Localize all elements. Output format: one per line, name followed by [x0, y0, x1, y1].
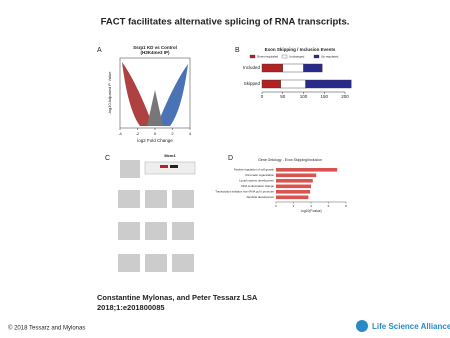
category-label: Dendrite development — [247, 195, 275, 199]
bar-segment — [282, 63, 304, 73]
x-tick-label: 0 — [275, 204, 277, 208]
category-label: DNA conformation change — [241, 184, 274, 188]
x-tick-label: -4 — [118, 131, 122, 136]
bar-segment — [280, 79, 306, 89]
bar — [276, 195, 309, 200]
category-label: Chromatin organization — [245, 173, 274, 177]
legend-label: Up-regulated — [321, 55, 339, 59]
panel-label: D — [228, 155, 233, 162]
category-label: Skipped — [244, 81, 261, 86]
x-tick-label: 50 — [280, 94, 286, 99]
gel-images — [118, 160, 196, 272]
x-tick-label: 0 — [154, 131, 157, 136]
volcano-unchanged — [147, 90, 163, 126]
bar — [276, 173, 317, 178]
panel-label: C — [105, 155, 110, 162]
logo: Life Science Alliance — [372, 322, 450, 331]
bar — [276, 184, 311, 189]
caption: 2018;1:e201800085 — [97, 303, 165, 312]
x-axis-label: log2 Fold Change — [137, 138, 173, 143]
bar-segment — [261, 63, 283, 73]
x-tick-label: 4 — [310, 204, 312, 208]
legend-label: Down-regulated — [257, 55, 279, 59]
bar-segment — [303, 63, 323, 73]
panel-title: Mcm1 — [164, 153, 176, 158]
bar-segment — [261, 79, 281, 89]
y-axis-label: -log10 Adjusted P. Value — [107, 71, 112, 115]
x-tick-label: 150 — [320, 94, 328, 99]
panel-subtitle: (H3K4me3 IP) — [140, 50, 170, 55]
slide-title: FACT facilitates alternative splicing of… — [101, 17, 350, 28]
x-tick-label: 2 — [171, 131, 174, 136]
bar — [276, 168, 338, 172]
legend-swatch — [313, 54, 320, 59]
x-tick-label: 6 — [328, 204, 330, 208]
x-tick-label: 0 — [261, 94, 264, 99]
bar-segment — [305, 79, 352, 89]
bar — [276, 179, 313, 183]
panel-label: B — [235, 47, 240, 54]
legend-swatch — [281, 54, 288, 59]
x-tick-label: -2 — [136, 131, 140, 136]
category-label: Included — [243, 65, 261, 70]
logo-icon — [356, 320, 368, 332]
category-label: Lymph system development — [239, 179, 274, 183]
x-tick-label: 8 — [345, 204, 347, 208]
panel-title: Ssrp1 KD vs Control — [133, 45, 177, 50]
panel-label: A — [97, 47, 102, 54]
x-tick-label: 2 — [293, 204, 295, 208]
x-axis-label: -log10(P.value) — [300, 209, 321, 213]
x-tick-label: 100 — [300, 94, 308, 99]
x-tick-label: 200 — [341, 94, 349, 99]
panel-title: Exon Skipping / Inclusion Events — [265, 47, 336, 52]
panel-title: Gene Ontology - Exon Skipping/Inclusion — [258, 158, 322, 162]
legend-swatch — [249, 54, 256, 59]
x-tick-label: 4 — [189, 131, 192, 136]
legend-label: Unchanged — [289, 55, 305, 59]
caption: Constantine Mylonas, and Peter Tessarz L… — [97, 293, 258, 302]
bar — [276, 190, 311, 194]
category-label: Positive regulation of cell growth — [234, 168, 275, 172]
category-label: Transcription initiation from RNA pol II… — [215, 190, 274, 194]
copyright: © 2018 Tessarz and Mylonas — [8, 325, 85, 332]
volcano-up — [155, 64, 188, 126]
volcano-down — [122, 62, 155, 126]
